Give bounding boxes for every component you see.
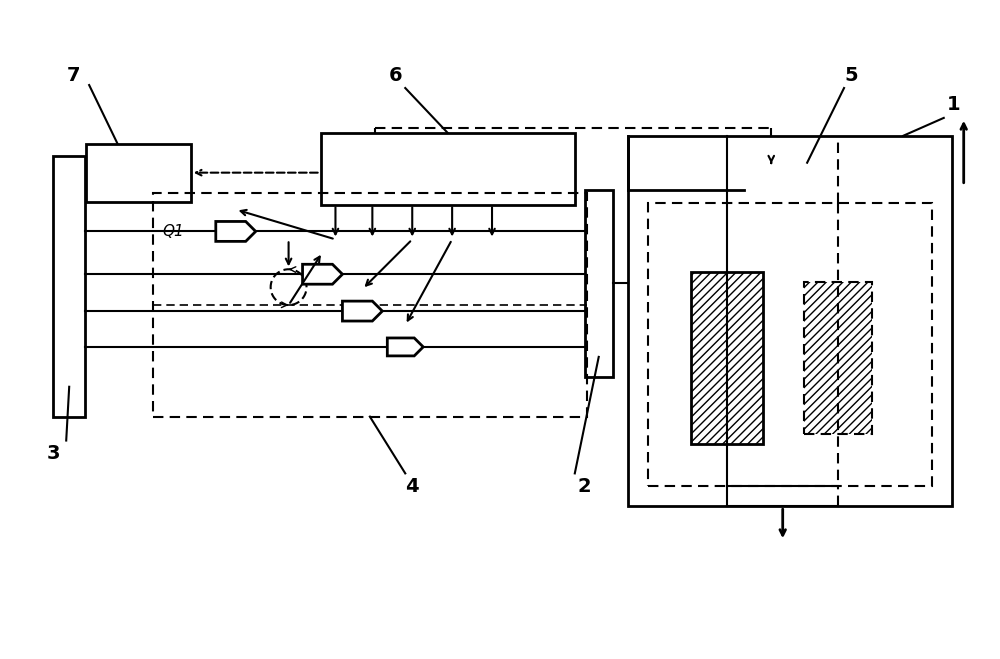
Polygon shape bbox=[216, 221, 256, 241]
Bar bbox=[153, 192, 587, 416]
Bar bbox=[321, 133, 575, 204]
Polygon shape bbox=[387, 338, 423, 356]
Text: 3: 3 bbox=[46, 444, 60, 463]
Bar bbox=[53, 156, 85, 416]
Text: 5: 5 bbox=[844, 66, 858, 84]
Bar bbox=[628, 136, 952, 506]
Bar bbox=[744, 163, 849, 217]
Polygon shape bbox=[342, 301, 382, 321]
Text: Q1: Q1 bbox=[162, 224, 184, 239]
Bar bbox=[86, 144, 191, 202]
Text: 6: 6 bbox=[388, 66, 402, 84]
Text: 7: 7 bbox=[66, 66, 80, 84]
Bar bbox=[648, 202, 932, 486]
Text: 1: 1 bbox=[947, 96, 961, 115]
Text: 4: 4 bbox=[405, 477, 419, 496]
Bar bbox=[804, 282, 872, 434]
Text: 2: 2 bbox=[578, 477, 592, 496]
Bar bbox=[585, 190, 613, 377]
Polygon shape bbox=[303, 264, 342, 284]
Bar bbox=[691, 272, 763, 444]
